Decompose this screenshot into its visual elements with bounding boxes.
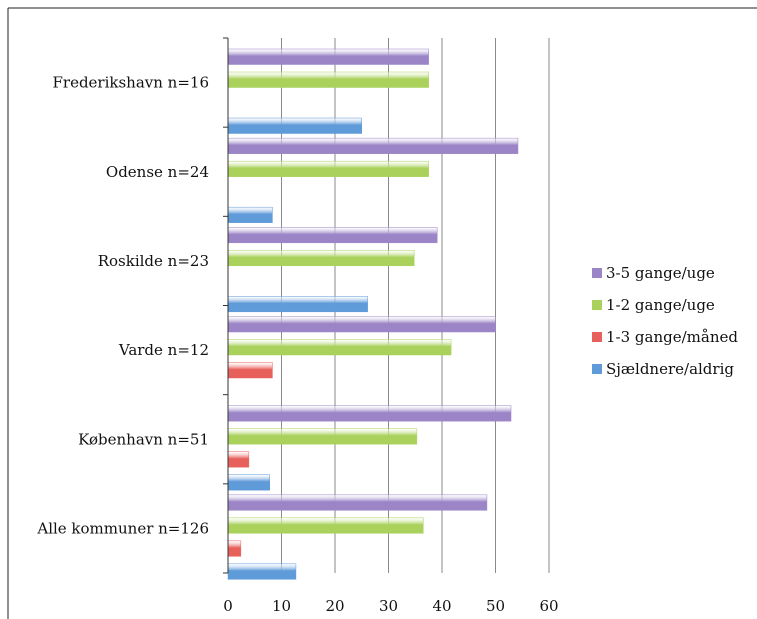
category-label: Frederikshavn n=16 bbox=[52, 74, 209, 92]
legend-label: 3-5 gange/uge bbox=[606, 264, 715, 282]
bar bbox=[227, 250, 415, 267]
x-tick-label: 20 bbox=[325, 597, 344, 615]
bar bbox=[227, 405, 512, 422]
bar bbox=[227, 71, 429, 88]
category-label: Odense n=24 bbox=[106, 163, 209, 181]
bar bbox=[227, 517, 424, 534]
x-tick-label: 30 bbox=[379, 597, 398, 615]
category-label: Varde n=12 bbox=[118, 341, 209, 359]
category-labels: Frederikshavn n=16 Odense n=24 Roskilde n=… bbox=[36, 74, 209, 538]
bar bbox=[227, 362, 273, 379]
bar bbox=[227, 296, 368, 313]
x-tick-label: 0 bbox=[223, 597, 233, 615]
bar bbox=[227, 137, 519, 154]
bar bbox=[227, 48, 429, 65]
legend-swatch bbox=[592, 268, 602, 278]
bar bbox=[227, 206, 273, 223]
bar bbox=[227, 316, 496, 333]
legend-swatch bbox=[592, 332, 602, 342]
legend-swatch bbox=[592, 300, 602, 310]
bars bbox=[227, 48, 519, 580]
legend: 3-5 gange/uge 1-2 gange/uge 1-3 gange/måne… bbox=[592, 264, 738, 378]
x-tick-labels: 0 10 20 30 40 50 60 bbox=[223, 597, 558, 615]
bar bbox=[227, 451, 250, 468]
bar bbox=[227, 339, 452, 356]
legend-swatch bbox=[592, 364, 602, 374]
bar bbox=[227, 117, 362, 134]
bar bbox=[227, 540, 242, 557]
bar bbox=[227, 494, 488, 511]
x-tick-label: 10 bbox=[272, 597, 291, 615]
x-tick-label: 60 bbox=[539, 597, 558, 615]
legend-label: 1-2 gange/uge bbox=[606, 296, 715, 314]
bar bbox=[227, 474, 270, 491]
axes bbox=[223, 37, 229, 574]
x-tick-label: 40 bbox=[432, 597, 451, 615]
category-label: Alle kommuner n=126 bbox=[36, 519, 209, 537]
x-tick-label: 50 bbox=[486, 597, 505, 615]
category-label: Roskilde n=23 bbox=[98, 252, 209, 270]
chart-frame bbox=[7, 7, 757, 619]
bar bbox=[227, 160, 429, 177]
bar bbox=[227, 563, 297, 580]
bar bbox=[227, 227, 438, 244]
legend-label: 1-3 gange/måned bbox=[606, 328, 738, 346]
legend-label: Sjældnere/aldrig bbox=[606, 360, 734, 378]
category-label: København n=51 bbox=[78, 430, 209, 448]
bar bbox=[227, 428, 418, 445]
